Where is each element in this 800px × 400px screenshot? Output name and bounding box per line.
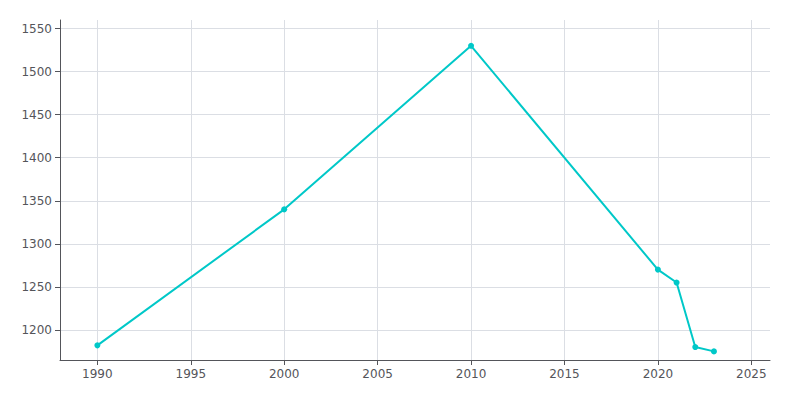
svg-text:1250: 1250 <box>21 280 52 294</box>
svg-text:1990: 1990 <box>82 367 113 381</box>
svg-text:2005: 2005 <box>362 367 393 381</box>
svg-text:1450: 1450 <box>21 108 52 122</box>
svg-text:1400: 1400 <box>21 151 52 165</box>
svg-text:1500: 1500 <box>21 65 52 79</box>
svg-text:1350: 1350 <box>21 194 52 208</box>
svg-text:2010: 2010 <box>456 367 487 381</box>
svg-text:1995: 1995 <box>176 367 207 381</box>
svg-text:1200: 1200 <box>21 323 52 337</box>
svg-text:2000: 2000 <box>269 367 300 381</box>
svg-text:2025: 2025 <box>736 367 767 381</box>
svg-text:1550: 1550 <box>21 22 52 36</box>
svg-text:2020: 2020 <box>643 367 674 381</box>
svg-text:2015: 2015 <box>549 367 580 381</box>
svg-text:1300: 1300 <box>21 237 52 251</box>
